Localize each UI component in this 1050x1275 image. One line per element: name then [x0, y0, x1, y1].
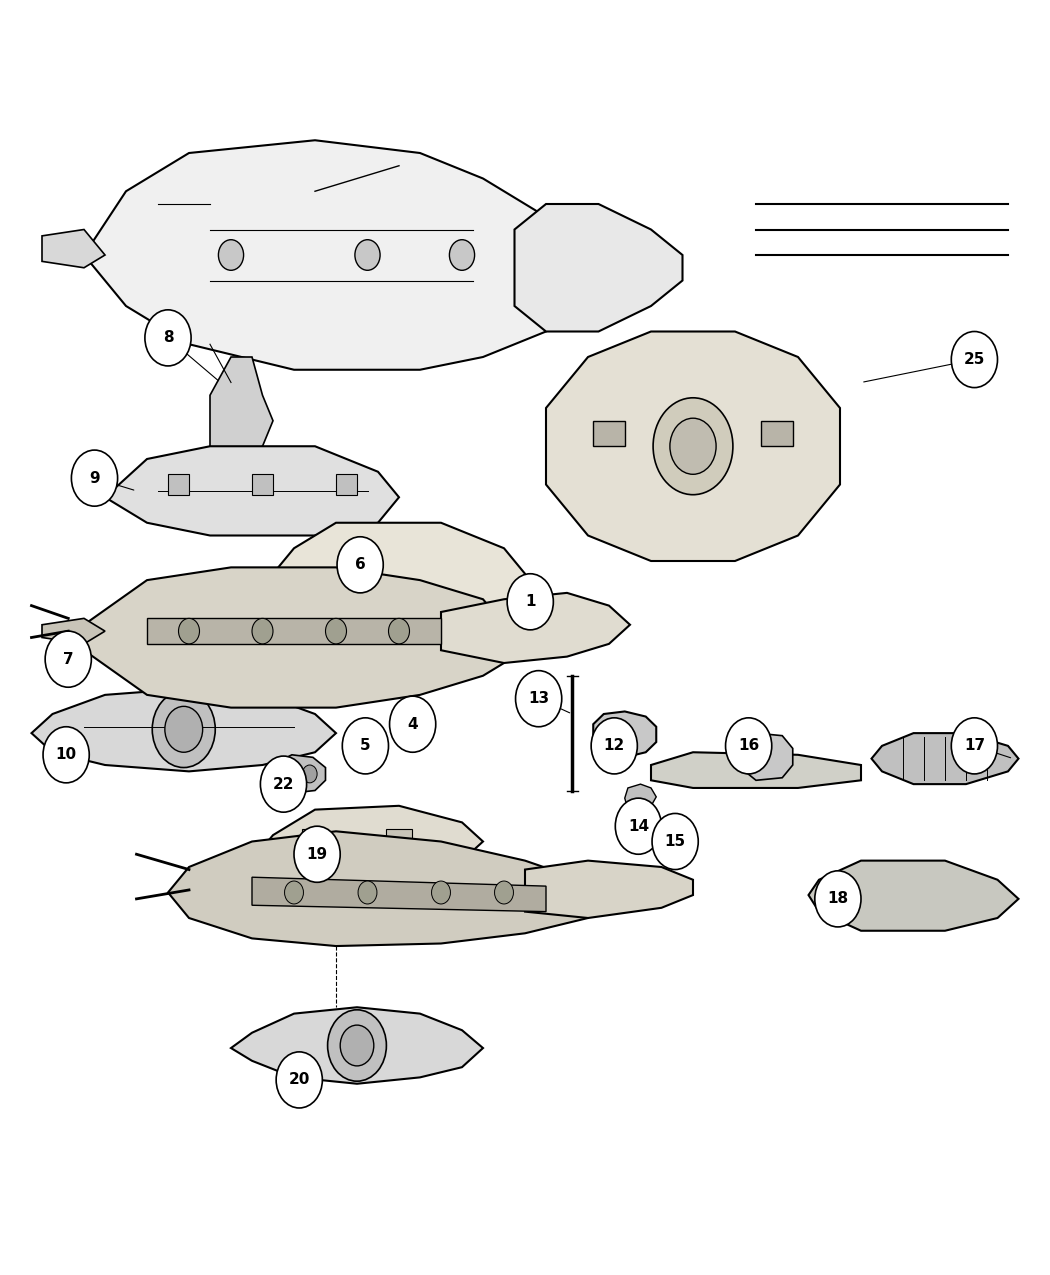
- Circle shape: [670, 418, 716, 474]
- Polygon shape: [32, 688, 336, 771]
- Text: 22: 22: [273, 776, 294, 792]
- Bar: [252, 474, 273, 495]
- Polygon shape: [168, 831, 588, 946]
- Bar: [336, 474, 357, 495]
- Polygon shape: [105, 446, 399, 536]
- Text: 17: 17: [964, 738, 985, 754]
- Polygon shape: [252, 877, 546, 912]
- Circle shape: [652, 813, 698, 870]
- Text: 10: 10: [56, 747, 77, 762]
- Text: 6: 6: [355, 557, 365, 572]
- Polygon shape: [514, 204, 682, 332]
- Polygon shape: [42, 618, 105, 644]
- Polygon shape: [651, 752, 861, 788]
- Text: 20: 20: [289, 1072, 310, 1088]
- Circle shape: [358, 881, 377, 904]
- Polygon shape: [441, 593, 630, 663]
- Circle shape: [260, 756, 307, 812]
- Polygon shape: [84, 140, 578, 370]
- Circle shape: [432, 881, 450, 904]
- Text: 4: 4: [407, 717, 418, 732]
- Text: 19: 19: [307, 847, 328, 862]
- Circle shape: [252, 618, 273, 644]
- Bar: [386, 829, 412, 849]
- Text: 9: 9: [89, 470, 100, 486]
- Circle shape: [328, 1010, 386, 1081]
- Text: 13: 13: [528, 691, 549, 706]
- Text: 18: 18: [827, 891, 848, 907]
- Circle shape: [342, 718, 388, 774]
- Text: 25: 25: [964, 352, 985, 367]
- Circle shape: [406, 710, 423, 731]
- Polygon shape: [525, 861, 693, 918]
- Circle shape: [340, 1025, 374, 1066]
- Circle shape: [390, 696, 436, 752]
- Circle shape: [326, 618, 346, 644]
- Polygon shape: [872, 733, 1018, 784]
- Polygon shape: [593, 711, 656, 757]
- Circle shape: [516, 671, 562, 727]
- Text: 7: 7: [63, 652, 74, 667]
- Circle shape: [951, 332, 998, 388]
- Circle shape: [145, 310, 191, 366]
- Circle shape: [276, 1052, 322, 1108]
- Text: 16: 16: [738, 738, 759, 754]
- Circle shape: [302, 765, 317, 783]
- Bar: [593, 421, 625, 446]
- Circle shape: [449, 240, 475, 270]
- Circle shape: [495, 881, 513, 904]
- Bar: [761, 421, 793, 446]
- Bar: [302, 829, 328, 849]
- Circle shape: [165, 706, 203, 752]
- Polygon shape: [42, 230, 105, 268]
- Bar: [168, 474, 189, 495]
- Text: 5: 5: [360, 738, 371, 754]
- Polygon shape: [262, 806, 483, 877]
- Text: 1: 1: [525, 594, 536, 609]
- Circle shape: [726, 718, 772, 774]
- Polygon shape: [271, 755, 326, 793]
- Circle shape: [43, 727, 89, 783]
- Circle shape: [218, 240, 244, 270]
- Polygon shape: [808, 861, 1018, 931]
- Polygon shape: [84, 567, 504, 708]
- Polygon shape: [625, 784, 656, 813]
- Polygon shape: [210, 357, 273, 459]
- Text: 8: 8: [163, 330, 173, 346]
- Circle shape: [178, 618, 200, 644]
- Circle shape: [951, 718, 998, 774]
- Polygon shape: [740, 733, 793, 780]
- Polygon shape: [273, 523, 525, 638]
- Circle shape: [653, 398, 733, 495]
- Circle shape: [591, 718, 637, 774]
- Circle shape: [507, 574, 553, 630]
- Circle shape: [615, 798, 662, 854]
- Polygon shape: [546, 332, 840, 561]
- Text: 14: 14: [628, 819, 649, 834]
- Circle shape: [152, 691, 215, 768]
- Text: 15: 15: [665, 834, 686, 849]
- Text: 12: 12: [604, 738, 625, 754]
- Circle shape: [294, 826, 340, 882]
- Polygon shape: [147, 618, 441, 644]
- Circle shape: [285, 881, 303, 904]
- Circle shape: [388, 618, 410, 644]
- Circle shape: [815, 871, 861, 927]
- Circle shape: [45, 631, 91, 687]
- Circle shape: [276, 762, 291, 780]
- Circle shape: [355, 240, 380, 270]
- Circle shape: [71, 450, 118, 506]
- Circle shape: [364, 729, 381, 750]
- Circle shape: [337, 537, 383, 593]
- Polygon shape: [231, 1007, 483, 1084]
